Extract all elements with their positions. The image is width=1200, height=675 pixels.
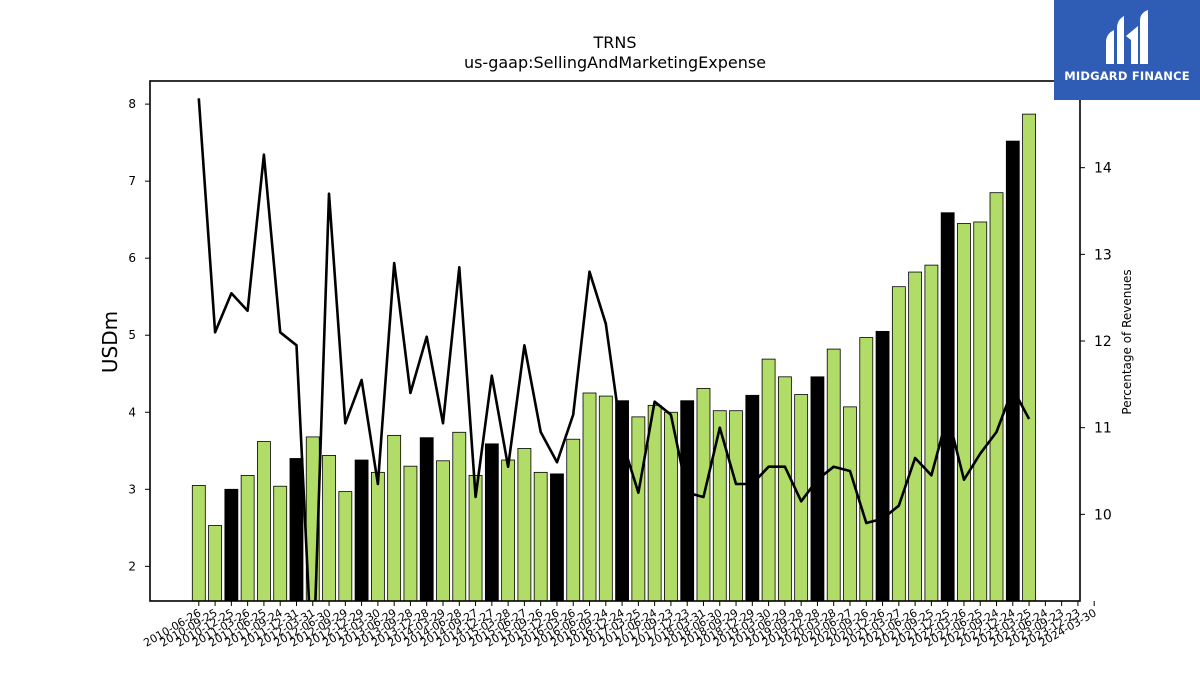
bar (794, 394, 809, 602)
bar (745, 394, 760, 602)
bar (501, 459, 516, 602)
y-tick-label: 4 (128, 405, 136, 419)
y2-tick-label: 12 (1094, 334, 1112, 350)
percent-of-revenue-line (197, 98, 1031, 601)
bar (989, 192, 1004, 602)
bar (810, 376, 825, 602)
bar (533, 471, 548, 602)
bar (843, 406, 857, 602)
bar (322, 454, 336, 602)
bar (1022, 113, 1036, 602)
y-tick-label: 3 (128, 482, 136, 496)
bar (631, 416, 646, 602)
bar (598, 395, 613, 602)
bar (419, 437, 434, 602)
y2-tick-label: 13 (1094, 247, 1112, 263)
bar (452, 431, 467, 602)
y-tick-label: 8 (128, 97, 136, 111)
bar (517, 448, 532, 602)
midgard-finance-logo: MIDGARD FINANCE (1054, 0, 1200, 100)
bar (973, 221, 988, 602)
bar (582, 392, 597, 602)
bar (761, 358, 776, 602)
bar (224, 488, 239, 602)
bar (208, 525, 222, 602)
bar (257, 441, 271, 602)
bar (647, 404, 662, 602)
y-tick-label: 6 (128, 251, 136, 265)
y2-tick-label: 11 (1094, 421, 1112, 437)
bar (908, 271, 923, 602)
bar (191, 485, 206, 602)
y-tick-label: 2 (128, 559, 136, 573)
bar (273, 485, 288, 602)
bar (957, 223, 971, 602)
bar (1005, 140, 1020, 602)
bar (680, 400, 695, 602)
y2-tick-label: 10 (1094, 507, 1112, 523)
bar (566, 438, 581, 602)
bar (289, 458, 304, 602)
bar (940, 212, 955, 602)
line-group (197, 98, 1031, 601)
bar (240, 475, 255, 602)
bar (777, 376, 792, 602)
bar (436, 460, 450, 602)
bar (729, 410, 743, 602)
axes-group: 2 3 4 5 6 7 8 10 11 12 13 14 (128, 80, 1112, 602)
bar (826, 348, 841, 602)
bar (484, 443, 499, 602)
bar (550, 473, 564, 602)
y-axis-label: USDm (98, 311, 122, 373)
bar (370, 471, 385, 602)
y-tick-label: 5 (128, 328, 136, 342)
logo-text: MIDGARD FINANCE (1064, 69, 1190, 83)
bar (875, 330, 890, 602)
bar (354, 459, 369, 602)
bar (859, 337, 874, 602)
y-tick-label: 7 (128, 174, 136, 188)
bar (403, 465, 418, 602)
y2-tick-label: 14 (1094, 161, 1112, 177)
chart-subtitle: us-gaap:SellingAndMarketingExpense (464, 53, 766, 72)
chart-title: TRNS (592, 33, 636, 52)
bar (338, 491, 353, 602)
logo-mark-icon (1106, 10, 1148, 64)
bar (924, 264, 939, 602)
bar (387, 434, 402, 602)
bar (891, 286, 906, 602)
bar (615, 400, 629, 602)
x-ticks-group: 2010-06-262010-09-252010-12-252011-03-26… (141, 601, 1099, 650)
y2-axis-label: Percentage of Revenues (1120, 269, 1134, 414)
